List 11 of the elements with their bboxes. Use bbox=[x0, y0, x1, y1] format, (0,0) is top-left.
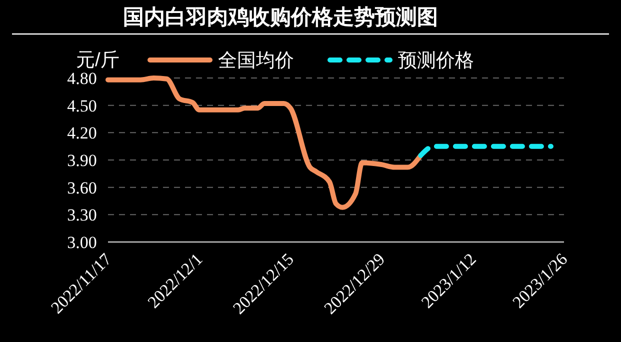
y-axis-title: 元/斤 bbox=[76, 50, 120, 71]
y-tick-label: 4.50 bbox=[67, 96, 97, 116]
y-tick-label: 3.30 bbox=[67, 206, 97, 225]
y-tick-label: 3.00 bbox=[67, 232, 97, 252]
legend-label: 全国均价 bbox=[218, 50, 294, 72]
legend-label: 预测价格 bbox=[398, 50, 474, 72]
y-tick-label: 3.90 bbox=[67, 150, 97, 170]
y-tick-label: 4.80 bbox=[67, 68, 97, 88]
chart-title: 国内白羽肉鸡收购价格走势预测图 bbox=[123, 6, 438, 29]
y-tick-label: 3.60 bbox=[67, 178, 97, 198]
y-tick-label: 4.20 bbox=[67, 124, 97, 143]
